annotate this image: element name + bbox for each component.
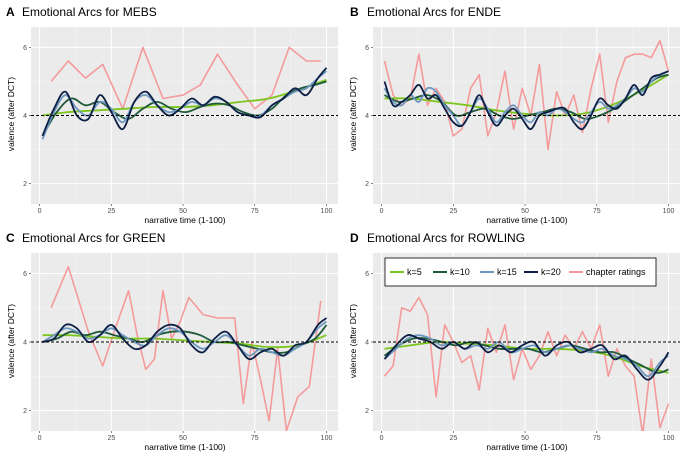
panel-b-series-k-15 xyxy=(383,70,669,127)
panel-d-series-k-15 xyxy=(383,334,670,378)
panel-b-ylabel: valence (after DCT) xyxy=(348,77,358,151)
x-tick-label: 0 xyxy=(38,435,42,442)
panel-b-series-k-20 xyxy=(383,70,669,131)
x-tick-label: 0 xyxy=(38,208,42,215)
x-tick-label: 75 xyxy=(251,435,259,442)
panel-a-series xyxy=(41,46,328,140)
x-tick-label: 75 xyxy=(593,208,601,215)
x-tick-label: 50 xyxy=(521,208,529,215)
panel-c-series-k-5 xyxy=(42,334,327,349)
panel-a-series-k-20 xyxy=(41,67,328,137)
panel-c-series-k-10 xyxy=(42,324,328,354)
x-tick-label: 50 xyxy=(179,208,187,215)
panel-a: A Emotional Arcs for MEBS 0 25 50 75 100246 … xyxy=(6,5,338,225)
x-tick-label: 25 xyxy=(449,208,457,215)
x-tick-label: 0 xyxy=(380,435,384,442)
y-tick-label: 2 xyxy=(365,181,369,188)
legend-item-chapter-ratings: chapter ratings xyxy=(569,267,646,277)
panel-d-xlabel: narrative time (1-100) xyxy=(486,442,567,452)
x-tick-label: 25 xyxy=(107,208,115,215)
y-tick-label: 6 xyxy=(365,271,369,278)
legend: k=5 k=10 k=15 k=20 chapter ratings xyxy=(384,257,657,287)
x-tick-label: 100 xyxy=(663,435,675,442)
y-tick-label: 4 xyxy=(23,113,27,120)
panel-b: B Emotional Arcs for ENDE 0 25 50 75 100246 … xyxy=(348,5,680,225)
y-tick-label: 2 xyxy=(23,181,27,188)
y-tick-label: 6 xyxy=(365,45,369,52)
x-tick-label: 75 xyxy=(593,435,601,442)
legend-item-k20: k=20 xyxy=(524,267,561,277)
x-tick-label: 0 xyxy=(380,208,384,215)
panel-a-title: Emotional Arcs for MEBS xyxy=(22,5,157,19)
y-tick-label: 2 xyxy=(365,408,369,415)
panel-c-letter: C xyxy=(6,231,15,245)
panel-b-letter: B xyxy=(350,5,359,19)
legend-label-k10: k=10 xyxy=(450,267,470,277)
legend-item-k15: k=15 xyxy=(480,267,517,277)
panel-c-series-k-20 xyxy=(42,317,328,361)
x-tick-label: 100 xyxy=(321,208,333,215)
panel-c-title: Emotional Arcs for GREEN xyxy=(22,231,165,245)
x-tick-label: 25 xyxy=(449,435,457,442)
panel-d-ylabel: valence (after DCT) xyxy=(348,304,358,378)
x-tick-label: 75 xyxy=(251,208,259,215)
y-tick-label: 6 xyxy=(23,45,27,52)
panel-d-series-k-20 xyxy=(383,334,670,381)
panel-a-series-chapter-ratings xyxy=(50,46,321,110)
legend-label-k5: k=5 xyxy=(407,267,422,277)
panel-c-ylabel: valence (after DCT) xyxy=(6,304,16,378)
panel-b-series-k-5 xyxy=(384,73,669,117)
panel-a-xlabel: narrative time (1-100) xyxy=(144,215,225,225)
legend-item-k10: k=10 xyxy=(433,267,470,277)
panel-b-series xyxy=(383,39,670,151)
panel-d-letter: D xyxy=(350,231,359,245)
panel-c: C Emotional Arcs for GREEN 0 25 50 75 100 2 4 6… xyxy=(6,231,338,452)
panel-a-ylabel: valence (after DCT) xyxy=(6,77,16,151)
y-tick-label: 4 xyxy=(365,340,369,347)
panel-c-plot: 0 25 50 75 100 2 4 6 xyxy=(23,253,338,442)
panel-b-plot: 0 25 50 75 100 2 4 6 xyxy=(365,27,680,215)
panel-c-series-chapter-ratings xyxy=(50,265,322,431)
y-tick-label: 4 xyxy=(365,113,369,120)
y-tick-label: 4 xyxy=(23,340,27,347)
x-tick-label: 25 xyxy=(107,435,115,442)
y-tick-label: 6 xyxy=(23,271,27,278)
legend-label-chapter-ratings: chapter ratings xyxy=(586,267,646,277)
x-tick-label: 100 xyxy=(663,208,675,215)
panel-b-xlabel: narrative time (1-100) xyxy=(486,215,567,225)
y-tick-label: 2 xyxy=(23,408,27,415)
panel-c-xlabel: narrative time (1-100) xyxy=(144,442,225,452)
panel-a-letter: A xyxy=(6,5,15,19)
panel-a-plot: 0 25 50 75 100 2 4 6 xyxy=(23,27,338,215)
panel-d-title: Emotional Arcs for ROWLING xyxy=(367,231,525,245)
panel-d-series xyxy=(383,296,670,431)
legend-label-k20: k=20 xyxy=(541,267,561,277)
legend-label-k15: k=15 xyxy=(497,267,517,277)
legend-box xyxy=(384,257,657,287)
panel-c-series xyxy=(42,265,328,431)
x-tick-label: 50 xyxy=(521,435,529,442)
x-tick-label: 50 xyxy=(179,435,187,442)
x-tick-label: 100 xyxy=(321,435,333,442)
legend-item-k5: k=5 xyxy=(390,267,422,277)
panel-b-title: Emotional Arcs for ENDE xyxy=(367,5,501,19)
